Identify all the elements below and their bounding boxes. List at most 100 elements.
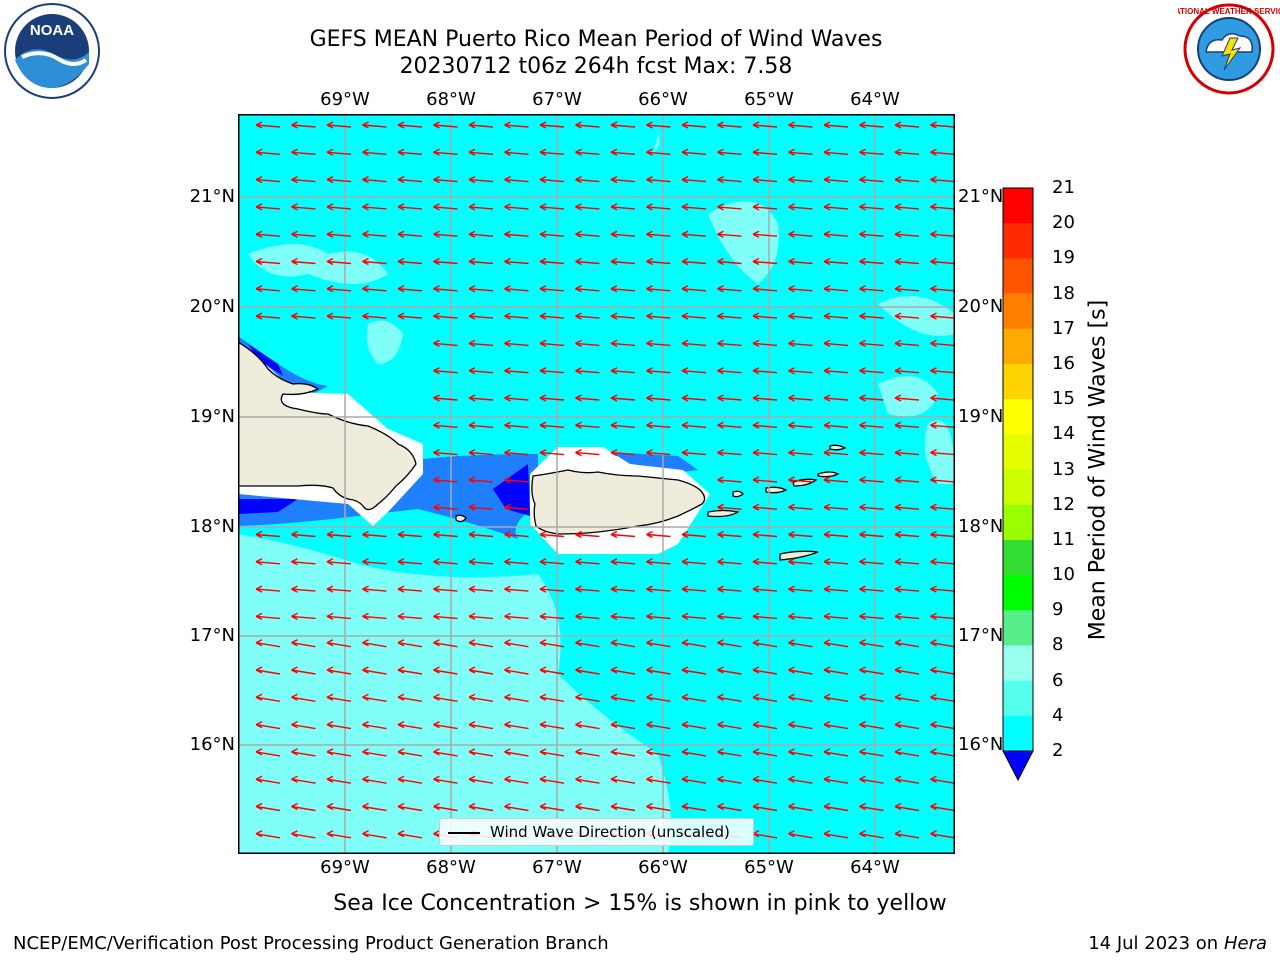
wind-wave-arrow <box>823 830 849 839</box>
wind-wave-arrow <box>433 230 458 238</box>
wind-wave-arrow <box>894 175 920 184</box>
wind-wave-arrow <box>894 666 920 675</box>
wind-wave-arrow <box>504 558 529 566</box>
wind-wave-arrow <box>859 148 884 156</box>
wind-wave-arrow <box>326 558 352 566</box>
lon-label-top: 66°W <box>638 89 688 110</box>
wind-wave-arrow <box>788 121 813 129</box>
wind-wave-arrow <box>575 230 600 238</box>
sea-ice-note: Sea Ice Concentration > 15% is shown in … <box>333 891 947 916</box>
wind-wave-arrow <box>894 585 920 593</box>
wind-wave-arrow <box>681 748 707 757</box>
wind-wave-arrow <box>255 312 281 320</box>
wind-wave-arrow <box>468 312 494 320</box>
wind-wave-arrow <box>646 175 671 184</box>
wind-wave-arrow <box>788 585 813 593</box>
colorbar-tick-label: 17 <box>1052 317 1075 339</box>
lon-label-bottom: 66°W <box>638 857 688 878</box>
wind-wave-arrow <box>433 148 458 156</box>
wind-wave-arrow <box>468 612 494 621</box>
wind-wave-arrow <box>894 285 920 293</box>
wind-wave-arrow <box>930 121 955 129</box>
wind-wave-direction-arrows <box>255 121 955 839</box>
wind-wave-arrow <box>575 448 600 457</box>
wind-wave-arrow <box>362 148 387 156</box>
wind-wave-arrow <box>823 558 849 566</box>
wind-wave-arrow <box>468 802 494 812</box>
wind-wave-arrow <box>681 175 707 184</box>
colorbar-tick-label: 4 <box>1052 704 1064 726</box>
wind-wave-arrow <box>539 421 565 429</box>
wind-wave-arrow <box>823 339 849 348</box>
wind-wave-arrow <box>326 312 352 320</box>
wind-wave-arrow <box>823 530 849 539</box>
wind-wave-arrow <box>575 175 600 184</box>
wind-wave-arrow <box>397 612 423 621</box>
wind-wave-arrow <box>362 639 387 648</box>
wind-wave-arrow <box>859 802 884 812</box>
wind-wave-arrow <box>681 285 707 293</box>
wind-wave-arrow <box>326 230 352 238</box>
wind-wave-arrow <box>717 448 742 457</box>
colorbar-cell <box>1003 434 1033 470</box>
wind-wave-arrow <box>433 503 458 511</box>
wind-wave-arrow <box>326 693 352 702</box>
wind-wave-arrow <box>468 230 494 238</box>
wind-wave-arrow <box>504 367 529 375</box>
wind-wave-arrow <box>788 257 813 266</box>
wind-wave-arrow <box>433 530 458 539</box>
colorbar-tick-label: 6 <box>1052 669 1064 691</box>
wind-wave-arrow <box>433 802 458 812</box>
wind-wave-arrow <box>930 448 955 457</box>
wind-wave-arrow <box>362 203 387 211</box>
wind-wave-arrow <box>433 257 458 266</box>
wind-wave-arrow <box>539 802 565 812</box>
wind-wave-arrow <box>433 585 458 593</box>
wind-wave-arrow <box>788 720 813 730</box>
wind-wave-arrow <box>752 666 778 675</box>
wind-wave-arrow <box>326 585 352 593</box>
very-short-period-band <box>238 344 530 516</box>
wind-wave-arrow <box>894 558 920 566</box>
wind-wave-arrow <box>788 312 813 320</box>
wind-wave-arrow <box>894 230 920 238</box>
wind-wave-arrow <box>610 394 636 402</box>
wind-wave-arrow <box>823 476 849 484</box>
wind-wave-arrow <box>894 503 920 511</box>
wind-wave-arrow <box>575 312 600 320</box>
lon-label-bottom: 69°W <box>320 857 370 878</box>
wind-wave-arrow <box>752 421 778 429</box>
wind-wave-arrow <box>823 585 849 593</box>
wind-wave-arrow <box>859 503 884 511</box>
wind-wave-arrow <box>397 257 423 266</box>
wind-wave-arrow <box>539 585 565 593</box>
wind-wave-arrow <box>788 748 813 757</box>
lat-label-left: 18°N <box>189 516 235 537</box>
footer-credit: NCEP/EMC/Verification Post Processing Pr… <box>13 933 609 954</box>
lat-label-left: 20°N <box>189 296 235 317</box>
wind-wave-arrow <box>255 121 281 129</box>
wind-wave-arrow <box>930 585 955 593</box>
wind-wave-arrow <box>468 748 494 757</box>
wind-wave-arrow <box>646 720 671 730</box>
wind-wave-arrow <box>788 666 813 675</box>
wind-wave-arrow <box>717 148 742 156</box>
wind-wave-arrow <box>504 693 529 702</box>
wind-wave-arrow <box>752 775 778 784</box>
wind-wave-arrow <box>433 312 458 320</box>
wind-wave-arrow <box>575 748 600 757</box>
wind-wave-arrow <box>291 121 316 129</box>
colorbar-tick-label: 10 <box>1052 564 1075 586</box>
colorbar-tick-label: 2 <box>1052 740 1064 761</box>
lat-label-left: 19°N <box>189 406 235 427</box>
wind-wave-arrow <box>752 830 778 839</box>
wind-wave-arrow <box>468 503 494 511</box>
colorbar-cell <box>1003 645 1033 682</box>
wind-wave-arrow <box>397 720 423 730</box>
wind-wave-arrow <box>468 666 494 675</box>
wind-wave-arrow <box>575 802 600 812</box>
wind-wave-arrow <box>397 775 423 784</box>
wind-wave-arrow <box>823 394 849 402</box>
wind-wave-arrow <box>539 312 565 320</box>
wind-wave-arrow <box>468 257 494 266</box>
